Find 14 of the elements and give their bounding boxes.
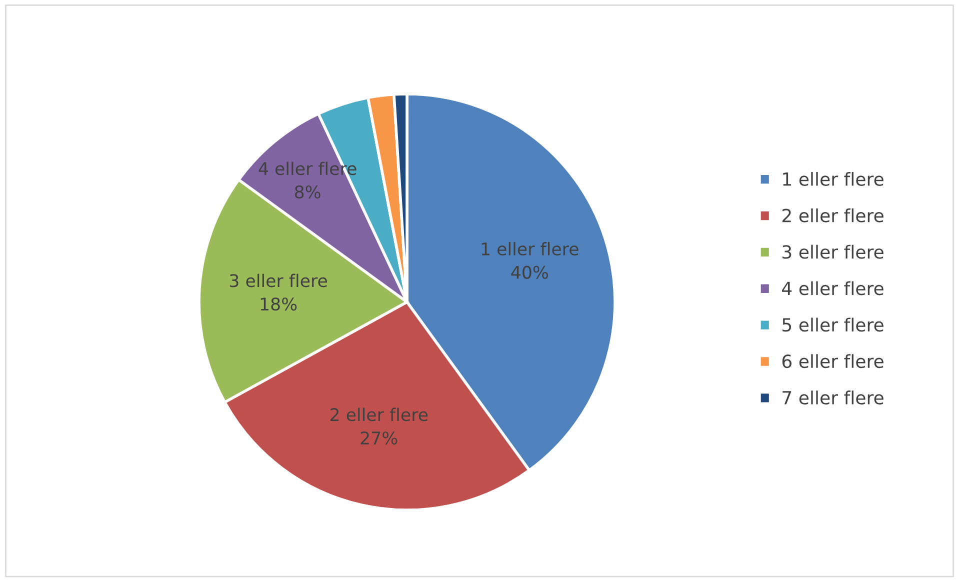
- data-label: 8%: [294, 185, 320, 199]
- slice-label: 1 eller flere: [482, 242, 578, 256]
- legend-label: 6 eller flere: [782, 354, 884, 368]
- legend-label: 7 eller flere: [782, 390, 884, 405]
- data-label: 40%: [511, 266, 548, 279]
- data-label: 27%: [360, 431, 398, 445]
- legend-label: 1 eller flere: [783, 172, 884, 186]
- legend-label: 4 eller flere: [782, 281, 884, 296]
- data-label: 18%: [260, 298, 297, 311]
- slice-label: 2 eller flere: [330, 408, 428, 422]
- slice-label: 3 eller flere: [230, 274, 328, 288]
- legend-label: 3 eller flere: [782, 244, 884, 259]
- legend-label: 2 eller flere: [782, 208, 884, 222]
- legend-label: 5 eller flere: [782, 318, 884, 332]
